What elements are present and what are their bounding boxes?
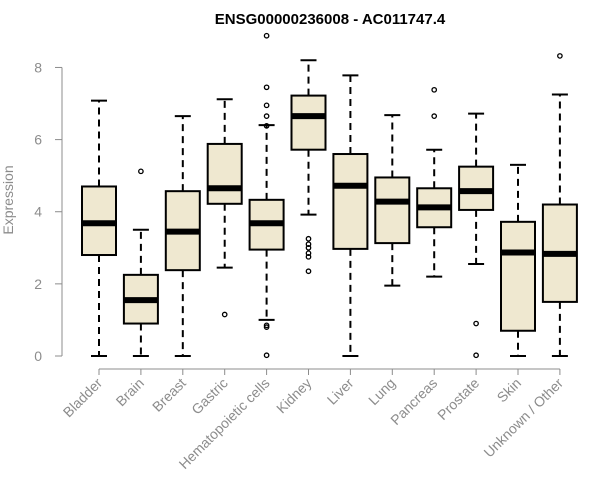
outlier-point — [305, 235, 312, 242]
outlier-point — [263, 32, 270, 39]
box-group-prostate — [458, 112, 495, 359]
outlier-point — [305, 244, 312, 251]
box-group-hematopoietic-cells — [248, 32, 285, 359]
y-axis: 0 2 4 6 8 — [34, 59, 63, 364]
iqr-box — [290, 94, 327, 151]
y-tick-label: 0 — [34, 348, 42, 364]
box-group-skin — [500, 163, 536, 357]
outlier-point — [263, 324, 270, 330]
iqr-box — [374, 176, 411, 245]
x-tick-label: Brain — [113, 375, 147, 409]
iqr-box — [206, 142, 243, 205]
x-tick-label: Lung — [365, 375, 398, 408]
outlier-point — [138, 168, 144, 175]
outlier-point — [263, 123, 270, 129]
y-axis-label: Expression — [0, 165, 16, 234]
y-tick-label: 8 — [34, 59, 42, 75]
box-group-kidney — [290, 59, 327, 275]
outlier-point — [263, 102, 270, 109]
outlier-point — [263, 352, 270, 359]
outlier-point — [305, 241, 312, 248]
outlier-point — [263, 84, 270, 91]
box-group-lung — [374, 114, 411, 287]
outlier-point — [305, 253, 312, 260]
outlier-point — [221, 311, 228, 318]
outlier-point — [431, 86, 438, 93]
iqr-box — [500, 220, 536, 332]
y-tick-label: 6 — [34, 132, 42, 148]
iqr-box — [332, 153, 369, 250]
outlier-point — [263, 113, 270, 120]
x-tick-label: Bladder — [60, 375, 106, 421]
outlier-point — [305, 250, 312, 257]
x-tick-label: Liver — [324, 375, 357, 408]
box-group-liver — [332, 74, 369, 357]
outlier-point — [473, 320, 479, 327]
outlier-point — [473, 352, 479, 359]
box-group-pancreas — [416, 86, 453, 278]
x-tick-label: Pancreas — [387, 375, 440, 428]
x-tick-label: Breast — [149, 375, 189, 415]
outlier-point — [431, 113, 438, 120]
outlier-point — [557, 53, 563, 59]
y-tick-label: 4 — [34, 204, 42, 220]
x-tick-label: Unknown / Other — [480, 375, 566, 461]
boxes — [81, 32, 578, 359]
chart-title: ENSG00000236008 - AC011747.4 — [215, 11, 446, 28]
box-group-bladder — [81, 99, 117, 357]
box-group-unknown-other — [541, 53, 578, 357]
y-tick-label: 2 — [34, 276, 42, 292]
outlier-point — [305, 268, 312, 275]
box-group-brain — [122, 168, 159, 357]
x-tick-label: Prostate — [434, 375, 482, 423]
x-tick-label: Skin — [494, 375, 525, 406]
x-tick-label: Kidney — [273, 375, 315, 417]
box-group-breast — [164, 115, 201, 357]
box-group-gastric — [206, 98, 243, 318]
